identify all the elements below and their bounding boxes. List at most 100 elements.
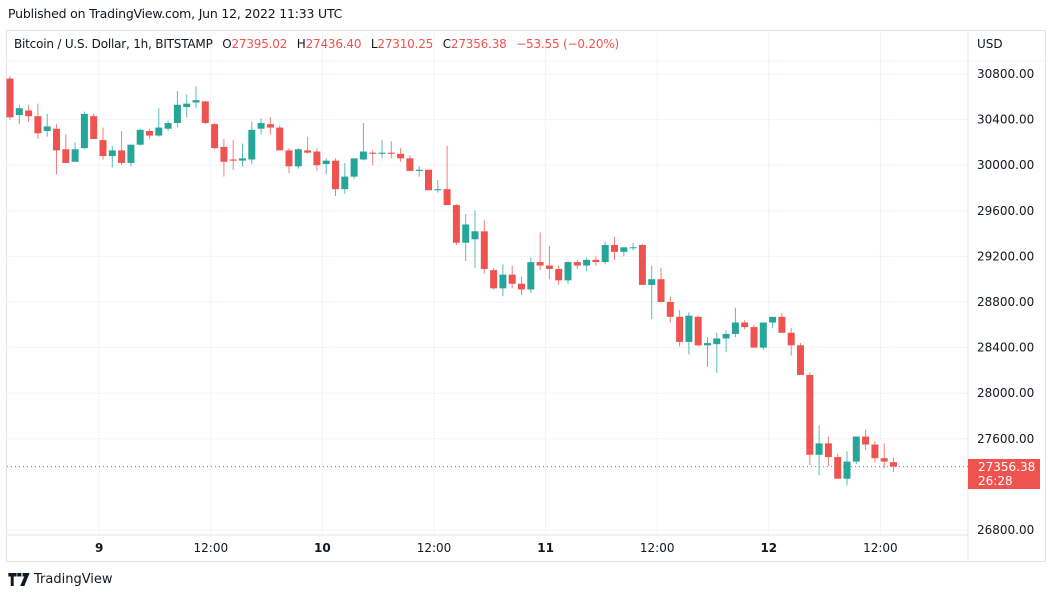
candle[interactable] (592, 259, 600, 263)
candle[interactable] (638, 245, 646, 285)
candle[interactable] (657, 279, 665, 302)
candle[interactable] (118, 150, 126, 163)
candle[interactable] (518, 283, 525, 290)
candle[interactable] (34, 116, 42, 134)
candle[interactable] (573, 262, 581, 266)
candle[interactable] (6, 78, 14, 118)
candle[interactable] (508, 274, 516, 284)
candle[interactable] (136, 129, 144, 145)
candle[interactable] (266, 124, 274, 128)
candle[interactable] (815, 443, 823, 455)
candle[interactable] (694, 316, 702, 346)
candle[interactable] (294, 149, 302, 167)
candle[interactable] (862, 436, 870, 445)
candle[interactable] (211, 124, 219, 149)
candle[interactable] (248, 129, 256, 160)
candle[interactable] (852, 436, 860, 462)
candle[interactable] (750, 327, 758, 348)
candle[interactable] (564, 262, 572, 281)
candle[interactable] (611, 245, 618, 252)
candle[interactable] (415, 169, 423, 171)
candle[interactable] (620, 247, 628, 252)
candle[interactable] (62, 149, 70, 163)
candle[interactable] (722, 333, 730, 339)
candle[interactable] (741, 322, 749, 328)
candle[interactable] (257, 123, 265, 129)
candle[interactable] (425, 169, 432, 191)
symbol-title[interactable]: Bitcoin / U.S. Dollar, 1h, BITSTAMP (14, 37, 213, 51)
candle[interactable] (890, 462, 897, 467)
candle[interactable] (90, 116, 98, 139)
candle[interactable] (731, 322, 739, 334)
candle[interactable] (527, 262, 535, 290)
candle[interactable] (341, 176, 349, 190)
candle[interactable] (53, 128, 60, 151)
candle[interactable] (797, 345, 804, 375)
candle[interactable] (220, 146, 228, 162)
candle[interactable] (15, 108, 23, 116)
candle[interactable] (359, 151, 367, 160)
candle[interactable] (629, 247, 637, 249)
candle[interactable] (25, 110, 33, 117)
candle[interactable] (80, 113, 88, 149)
candle[interactable] (406, 158, 414, 171)
candle[interactable] (183, 103, 191, 108)
candle[interactable] (387, 152, 395, 154)
candle[interactable] (146, 131, 153, 136)
candle[interactable] (350, 158, 358, 177)
candle[interactable] (155, 127, 163, 136)
candle[interactable] (201, 101, 209, 124)
candle[interactable] (880, 458, 888, 462)
candle[interactable] (536, 262, 544, 266)
candle[interactable] (685, 315, 693, 342)
candle[interactable] (313, 151, 321, 166)
candle[interactable] (601, 245, 609, 263)
candle[interactable] (332, 160, 339, 190)
candle[interactable] (276, 127, 284, 151)
candle[interactable] (462, 224, 470, 243)
candle[interactable] (676, 316, 684, 342)
candle[interactable] (545, 265, 553, 269)
candle[interactable] (71, 149, 79, 162)
candle[interactable] (787, 332, 795, 346)
candle[interactable] (713, 338, 721, 345)
candle[interactable] (108, 150, 116, 157)
candle[interactable] (499, 274, 507, 289)
footer-brand[interactable]: TradingView (8, 572, 113, 587)
candle[interactable] (304, 150, 312, 153)
candle[interactable] (127, 144, 135, 163)
candle[interactable] (285, 150, 293, 167)
candle[interactable] (583, 259, 591, 266)
candle[interactable] (666, 302, 674, 317)
candle[interactable] (192, 100, 200, 103)
candle[interactable] (871, 444, 879, 459)
candle[interactable] (369, 152, 377, 154)
candle[interactable] (397, 153, 405, 159)
candle[interactable] (443, 189, 451, 206)
candle[interactable] (480, 231, 488, 269)
candle[interactable] (229, 159, 237, 161)
candle[interactable] (806, 374, 814, 455)
candle[interactable] (843, 461, 851, 479)
candle[interactable] (239, 158, 246, 161)
candle[interactable] (43, 126, 51, 131)
candle[interactable] (164, 123, 172, 129)
candle[interactable] (824, 443, 832, 458)
candle[interactable] (471, 231, 479, 240)
candle[interactable] (452, 205, 460, 243)
candle[interactable] (834, 457, 842, 479)
candle[interactable] (378, 152, 386, 154)
candle[interactable] (490, 270, 498, 289)
candle[interactable] (99, 140, 107, 157)
candle[interactable] (648, 279, 656, 285)
candle[interactable] (555, 268, 563, 281)
open-value: 27395.02 (231, 37, 288, 51)
candle[interactable] (778, 316, 786, 333)
candle[interactable] (759, 322, 767, 348)
candle[interactable] (322, 160, 330, 165)
candle[interactable] (173, 104, 181, 124)
candle[interactable] (434, 189, 442, 191)
candle[interactable] (769, 316, 777, 323)
candle[interactable] (704, 343, 711, 346)
